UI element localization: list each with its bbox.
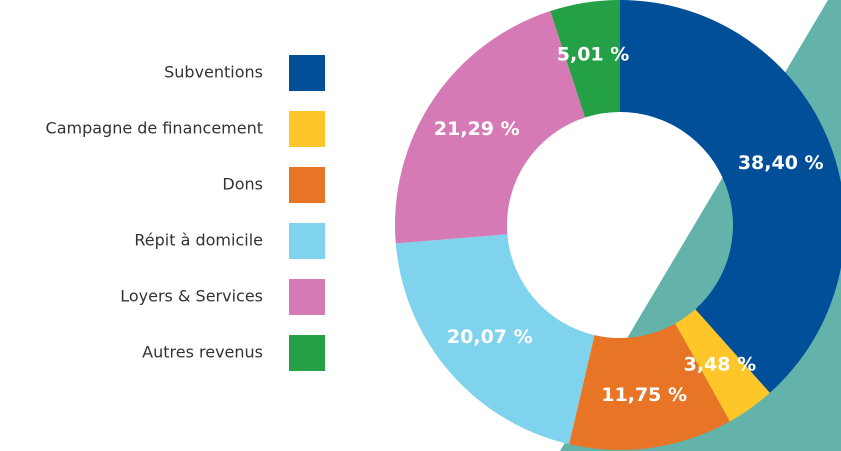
legend-label: Répit à domicile [134, 231, 263, 250]
value-label: 20,07 % [447, 326, 533, 348]
value-label: 3,48 % [684, 354, 757, 376]
donut-segment [550, 0, 620, 118]
value-label: 38,40 % [738, 152, 824, 174]
donut-segment [675, 309, 770, 422]
donut-segment [620, 0, 841, 393]
donut-segment [394, 11, 586, 244]
value-label: 11,75 % [601, 384, 687, 406]
legend-swatch [289, 335, 325, 371]
donut-segment [569, 323, 730, 450]
legend-swatch [289, 279, 325, 315]
legend-swatch [289, 111, 325, 147]
legend-label: Loyers & Services [120, 287, 263, 306]
legend-swatch [289, 167, 325, 203]
legend-label: Autres revenus [142, 343, 263, 362]
value-label: 21,29 % [434, 118, 520, 140]
legend-label: Subventions [164, 63, 263, 82]
legend-swatch [289, 55, 325, 91]
donut-segment [395, 234, 595, 445]
legend-swatch [289, 223, 325, 259]
legend-label: Campagne de financement [46, 119, 263, 138]
legend-label: Dons [222, 175, 263, 194]
value-label: 5,01 % [557, 44, 630, 66]
